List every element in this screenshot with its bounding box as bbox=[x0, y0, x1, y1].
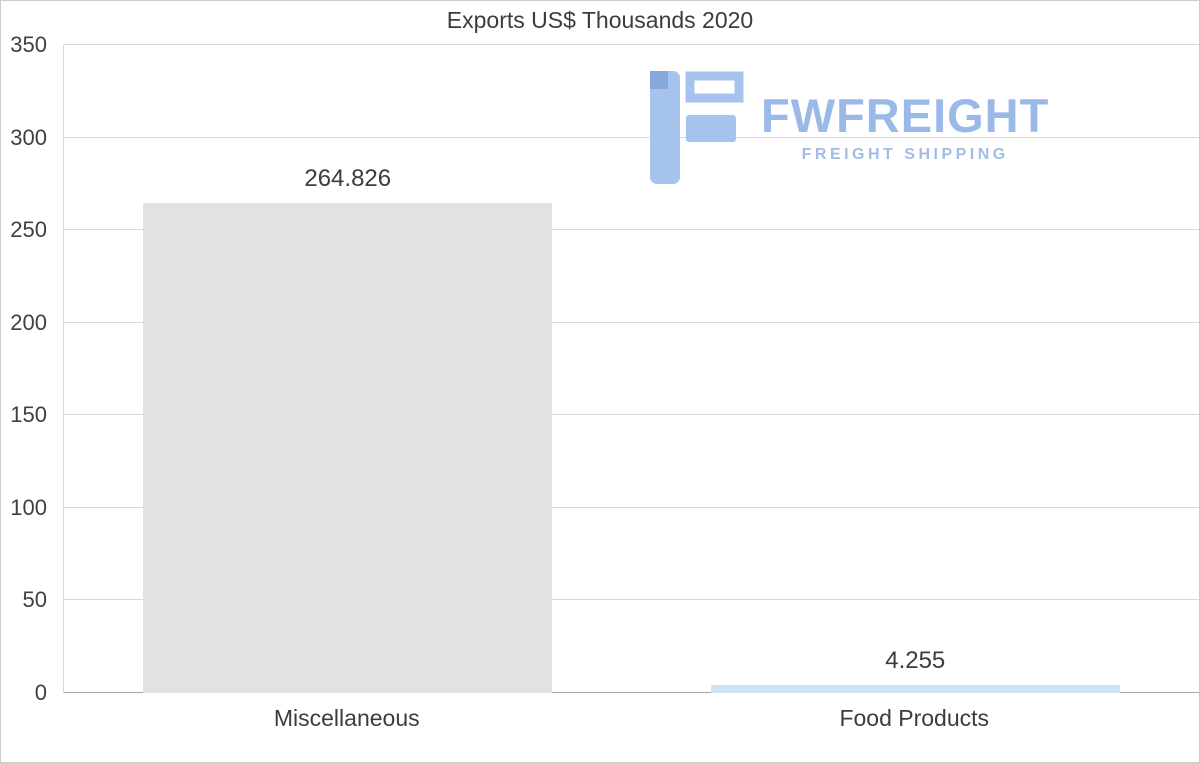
bar-group-food-products: 4.255 bbox=[632, 45, 1200, 693]
y-tick-label-200: 200 bbox=[10, 309, 47, 335]
gridline-150 bbox=[64, 414, 1199, 416]
y-tick-label-300: 300 bbox=[10, 124, 47, 150]
bar-value-label-miscellaneous: 264.826 bbox=[304, 164, 392, 192]
y-axis: 0 50 100 150 200 250 300 350 bbox=[1, 32, 55, 705]
logo-subtitle: FREIGHT SHIPPING bbox=[801, 146, 1009, 164]
bar-value-label-food-products: 4.255 bbox=[885, 647, 946, 675]
x-tick-label-food-products: Food Products bbox=[839, 705, 990, 731]
logo-title: FWFREIGHT bbox=[761, 88, 1050, 142]
y-tick-label-50: 50 bbox=[22, 587, 47, 613]
x-axis: Miscellaneous Food Products bbox=[63, 697, 1198, 743]
gridline-250 bbox=[64, 229, 1199, 231]
gridline-0 bbox=[64, 692, 1199, 693]
y-tick-label-250: 250 bbox=[10, 217, 47, 243]
gridline-50 bbox=[64, 599, 1199, 601]
y-tick-label-350: 350 bbox=[10, 32, 47, 57]
gridline-300 bbox=[64, 136, 1199, 138]
gridline-350 bbox=[64, 44, 1199, 45]
gridline-200 bbox=[64, 321, 1199, 323]
chart-title: Exports US$ Thousands 2020 bbox=[446, 7, 754, 33]
plot-area: FWFREIGHT FREIGHT SHIPPING 264.826 4.255 bbox=[63, 44, 1200, 693]
x-tick-label-miscellaneous: Miscellaneous bbox=[273, 705, 420, 731]
bar-group-miscellaneous: 264.826 bbox=[64, 45, 632, 693]
y-tick-label-100: 100 bbox=[10, 494, 47, 520]
y-tick-label-0: 0 bbox=[34, 680, 47, 705]
logo: FWFREIGHT FREIGHT SHIPPING bbox=[650, 71, 1049, 184]
gridline-100 bbox=[64, 506, 1199, 508]
fwfreight-logo-icon bbox=[650, 71, 744, 184]
logo-text: FWFREIGHT FREIGHT SHIPPING bbox=[761, 88, 1050, 164]
bar-food-products bbox=[710, 685, 1120, 693]
bar-miscellaneous bbox=[143, 202, 553, 693]
y-tick-label-150: 150 bbox=[10, 402, 47, 428]
